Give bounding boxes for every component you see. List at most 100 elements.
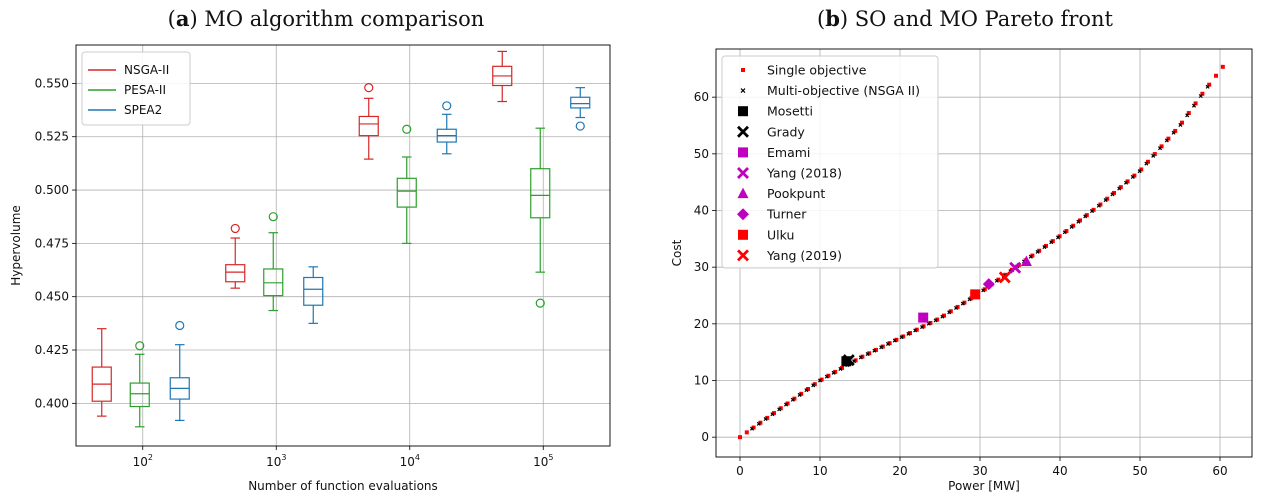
x-tick-label: 10 <box>812 464 827 478</box>
box-pesa-ii <box>263 212 284 312</box>
legend: NSGA-II PESA-II SPEA2 <box>81 51 191 126</box>
data-point <box>1042 245 1047 250</box>
box <box>358 115 379 137</box>
data-point <box>926 321 931 326</box>
panel-a-title: (a) MO algorithm comparison <box>167 6 485 31</box>
data-point <box>744 430 749 435</box>
data-point <box>918 312 929 323</box>
data-point <box>981 288 986 293</box>
y-tick-label: 0 <box>701 430 709 444</box>
y-tick-label: 40 <box>694 204 709 218</box>
data-point <box>1180 120 1184 125</box>
data-point <box>1205 84 1210 89</box>
legend-marker <box>737 125 749 138</box>
data-point <box>1028 254 1033 259</box>
flier <box>402 124 412 134</box>
data-point <box>982 278 995 291</box>
y-axis-label: Hypervolume <box>9 205 23 286</box>
flier <box>135 341 145 351</box>
box <box>129 382 150 408</box>
data-point <box>838 366 843 371</box>
data-point <box>998 271 1011 284</box>
data-point <box>1035 249 1040 254</box>
series-turner <box>982 278 995 291</box>
series-yang-2019- <box>998 271 1011 284</box>
legend-label: Yang (2019) <box>766 248 842 263</box>
legend-label: Single objective <box>767 63 867 78</box>
data-point <box>1076 219 1081 224</box>
y-tick-label: 0.400 <box>35 396 69 410</box>
data-point <box>1117 186 1122 191</box>
data-point <box>790 397 795 402</box>
data-point <box>749 426 755 431</box>
data-point <box>1164 138 1169 143</box>
data-point <box>1069 224 1074 229</box>
flier <box>535 298 545 308</box>
data-point <box>1178 122 1183 127</box>
data-point <box>1207 82 1212 87</box>
legend-marker <box>740 88 746 94</box>
y-tick-label: 0.450 <box>35 290 69 304</box>
data-point <box>913 328 918 333</box>
x-tick-label: 20 <box>892 464 907 478</box>
data-point <box>906 331 911 336</box>
legend-marker <box>741 68 745 72</box>
data-point <box>1157 146 1163 151</box>
x-axis-label: Number of function evaluations <box>248 479 438 493</box>
data-point <box>885 341 891 346</box>
data-point <box>865 352 870 357</box>
data-point <box>1186 111 1191 116</box>
y-tick-label: 10 <box>694 374 709 388</box>
box-nsga-ii <box>225 223 246 289</box>
flier <box>268 212 278 222</box>
data-point <box>770 412 775 417</box>
box-pesa-ii <box>396 124 417 244</box>
legend-label: Multi-objective (NSGA II) <box>767 83 920 98</box>
data-point <box>1110 192 1115 197</box>
flier <box>230 223 240 234</box>
data-point <box>824 374 829 379</box>
plot-frame <box>75 44 611 447</box>
y-tick-label: 0.500 <box>35 183 69 197</box>
y-axis-label: Cost <box>670 239 684 266</box>
y-tick-label: 20 <box>694 317 709 331</box>
box-pesa-ii <box>530 127 551 308</box>
flier <box>175 320 185 331</box>
data-point <box>1151 153 1156 158</box>
flier <box>442 101 452 111</box>
data-point <box>1198 94 1203 99</box>
legend-label: Yang (2018) <box>766 166 842 181</box>
box-pesa-ii <box>129 341 150 428</box>
data-point <box>1159 144 1164 149</box>
box <box>396 177 417 208</box>
data-point <box>804 388 809 393</box>
panel-a-label: a <box>175 6 190 31</box>
data-point <box>1009 261 1022 274</box>
data-point <box>1137 169 1142 174</box>
data-point <box>1083 214 1088 219</box>
data-point <box>933 318 938 323</box>
x-tick-label: 30 <box>972 464 987 478</box>
data-point <box>817 378 823 383</box>
data-point <box>831 370 836 375</box>
legend-marker <box>738 229 748 240</box>
data-point <box>1130 174 1135 179</box>
data-point <box>994 278 999 283</box>
box-spea2 <box>436 101 457 155</box>
data-point <box>1166 136 1171 141</box>
data-point <box>1144 161 1149 166</box>
panel-b-title-text: SO and MO Pareto front <box>854 7 1113 31</box>
y-tick-label: 0.425 <box>35 343 69 357</box>
series-emami <box>918 312 929 323</box>
box <box>303 276 324 306</box>
legend-label: Pookpunt <box>767 186 825 201</box>
box <box>225 264 246 283</box>
x-tick-label: 104 <box>400 453 420 469</box>
legend-label: Mosetti <box>767 104 813 119</box>
x-axis-label: Power [MW] <box>948 479 1020 493</box>
data-point <box>1020 255 1032 266</box>
x-tick-label: 60 <box>1212 464 1227 478</box>
panel-b-title: (b) SO and MO Pareto front <box>817 6 1113 31</box>
y-tick-label: 30 <box>694 260 709 274</box>
